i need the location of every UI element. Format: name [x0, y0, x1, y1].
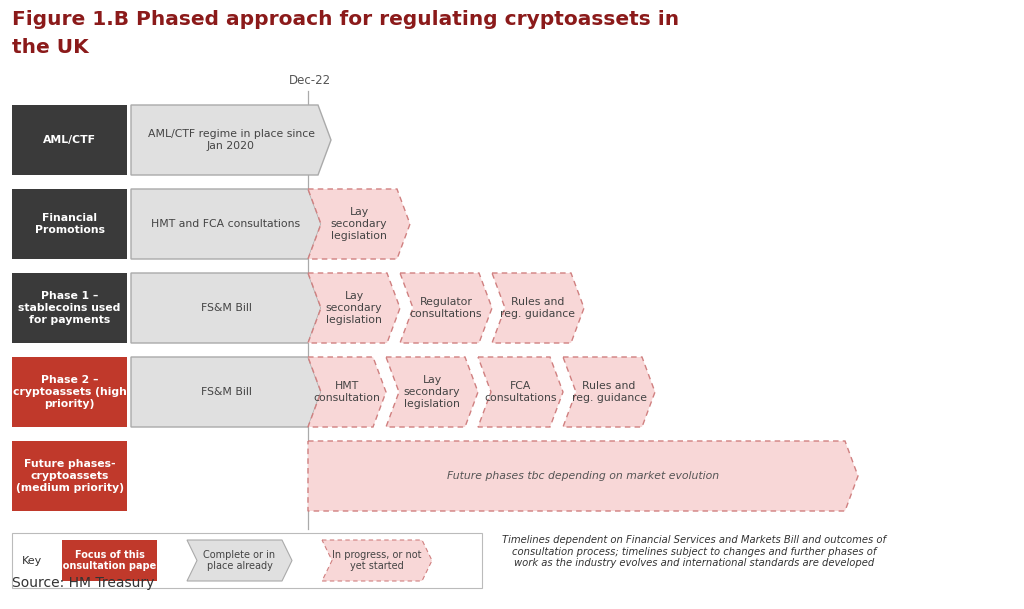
- Polygon shape: [308, 441, 858, 511]
- Bar: [12, 533, 482, 588]
- Bar: [62, 540, 157, 581]
- Text: Lay
secondary
legislation: Lay secondary legislation: [326, 291, 382, 325]
- Polygon shape: [131, 189, 321, 259]
- Text: Dec-22: Dec-22: [289, 74, 331, 87]
- Text: Financial
Promotions: Financial Promotions: [35, 213, 104, 235]
- Text: FCA
consultations: FCA consultations: [484, 381, 557, 403]
- Text: Timelines dependent on Financial Services and Markets Bill and outcomes of
consu: Timelines dependent on Financial Service…: [502, 535, 886, 568]
- Text: HMT
consultation: HMT consultation: [313, 381, 381, 403]
- Text: Lay
secondary
legislation: Lay secondary legislation: [403, 375, 460, 409]
- Text: the UK: the UK: [12, 38, 89, 57]
- Polygon shape: [322, 540, 432, 581]
- Text: Phase 2 –
cryptoassets (high
priority): Phase 2 – cryptoassets (high priority): [12, 375, 126, 409]
- Polygon shape: [478, 357, 563, 427]
- Polygon shape: [308, 273, 400, 343]
- Text: FS&M Bill: FS&M Bill: [201, 387, 252, 397]
- Text: Focus of this
consultation paper: Focus of this consultation paper: [57, 550, 162, 571]
- Text: Rules and
reg. guidance: Rules and reg. guidance: [571, 381, 646, 403]
- Polygon shape: [492, 273, 584, 343]
- Text: In progress, or not
yet started: In progress, or not yet started: [332, 550, 422, 571]
- Polygon shape: [131, 105, 331, 175]
- Text: AML/CTF regime in place since
Jan 2020: AML/CTF regime in place since Jan 2020: [147, 129, 314, 151]
- Bar: [12, 441, 127, 511]
- Text: Phase 1 –
stablecoins used
for payments: Phase 1 – stablecoins used for payments: [18, 291, 121, 325]
- Text: HMT and FCA consultations: HMT and FCA consultations: [152, 219, 301, 229]
- Text: Rules and
reg. guidance: Rules and reg. guidance: [501, 297, 575, 319]
- Bar: [12, 273, 127, 343]
- Polygon shape: [187, 540, 292, 581]
- Text: Future phases tbc depending on market evolution: Future phases tbc depending on market ev…: [446, 471, 719, 481]
- Polygon shape: [131, 357, 321, 427]
- Bar: [12, 357, 127, 427]
- Polygon shape: [400, 273, 492, 343]
- Polygon shape: [563, 357, 655, 427]
- Polygon shape: [308, 189, 410, 259]
- Bar: [12, 189, 127, 259]
- Polygon shape: [308, 357, 386, 427]
- Polygon shape: [386, 357, 478, 427]
- Text: Key: Key: [22, 555, 42, 566]
- Polygon shape: [131, 273, 321, 343]
- Text: AML/CTF: AML/CTF: [43, 135, 96, 145]
- Text: Regulator
consultations: Regulator consultations: [410, 297, 482, 319]
- Bar: [12, 105, 127, 175]
- Text: Source: HM Treasury: Source: HM Treasury: [12, 576, 155, 590]
- Text: FS&M Bill: FS&M Bill: [201, 303, 252, 313]
- Text: Future phases-
cryptoassets
(medium priority): Future phases- cryptoassets (medium prio…: [15, 459, 124, 493]
- Text: Lay
secondary
legislation: Lay secondary legislation: [331, 208, 387, 241]
- Text: Figure 1.B Phased approach for regulating cryptoassets in: Figure 1.B Phased approach for regulatin…: [12, 10, 679, 29]
- Text: Complete or in
place already: Complete or in place already: [204, 550, 275, 571]
